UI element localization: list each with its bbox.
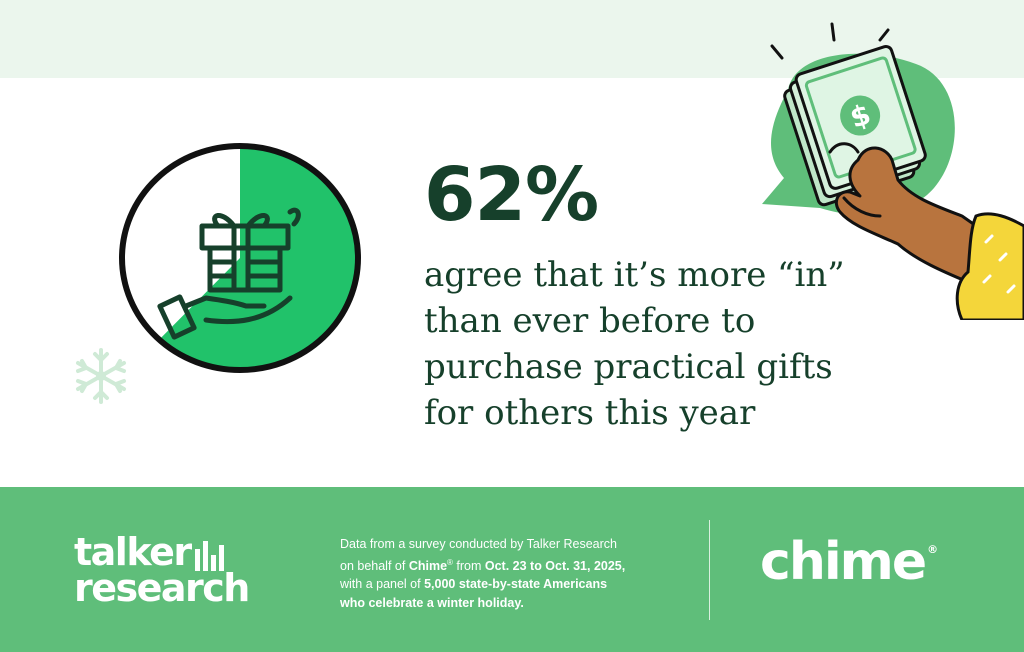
stat-line: for others this year bbox=[424, 393, 756, 433]
stat-description: agree that it’s more “in” than ever befo… bbox=[424, 252, 845, 436]
chime-logo: chime ® bbox=[760, 536, 938, 588]
bar-chart-icon bbox=[194, 541, 224, 571]
source-dates: Oct. 23 to Oct. 31, 2025, bbox=[484, 558, 626, 573]
footer bbox=[0, 487, 1024, 652]
source-text: from bbox=[452, 558, 485, 573]
logo-word: talker bbox=[74, 530, 192, 574]
pie-slice-62 bbox=[159, 146, 359, 370]
survey-source-note: Data from a survey conducted by Talker R… bbox=[340, 535, 675, 612]
stat-line: purchase practical gifts bbox=[424, 347, 833, 387]
money-stack: $ bbox=[783, 44, 927, 207]
chime-wordmark: chime bbox=[760, 532, 927, 592]
source-text: with a panel of bbox=[340, 577, 425, 592]
stat-percentage: 62% bbox=[424, 152, 599, 238]
stat-line: than ever before to bbox=[424, 301, 756, 341]
talker-research-logo: talker research bbox=[74, 533, 284, 607]
footer-divider bbox=[709, 520, 710, 620]
source-reg-mark: ® bbox=[447, 557, 453, 567]
snowflake-icon bbox=[76, 348, 126, 404]
pie-outline bbox=[119, 143, 361, 373]
stat-line: agree that it’s more “in” bbox=[424, 255, 845, 295]
gift-in-hand-icon bbox=[157, 207, 301, 340]
source-sample: 5,000 state-by-state Americans bbox=[424, 577, 608, 592]
source-brand: Chime bbox=[408, 558, 448, 573]
hand bbox=[834, 146, 984, 284]
source-line: Data from a survey conducted by Talker R… bbox=[340, 537, 617, 551]
stat-pie-chart bbox=[119, 143, 361, 373]
source-line: who celebrate a winter holiday. bbox=[340, 595, 524, 610]
sleeve bbox=[955, 212, 1024, 320]
logo-word: research bbox=[74, 566, 250, 610]
source-text: on behalf of bbox=[340, 558, 409, 573]
chime-reg-mark: ® bbox=[927, 543, 939, 556]
hand-holding-money-icon: $ bbox=[762, 22, 1024, 320]
